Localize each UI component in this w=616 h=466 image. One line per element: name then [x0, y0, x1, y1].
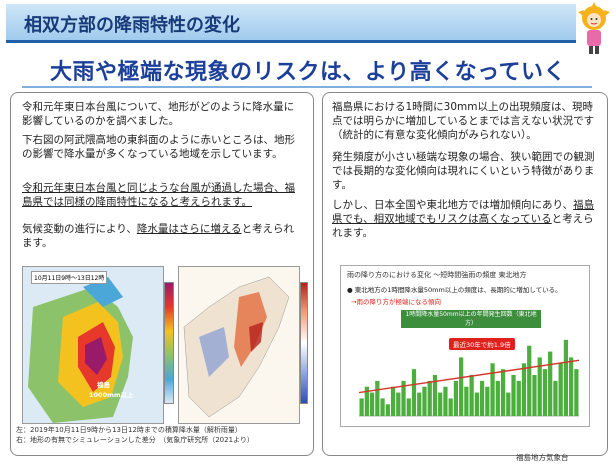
- left-paragraph-4c: と考えられます。: [22, 223, 295, 249]
- right-paragraph-3b: 福島県でも、相双地域でもリスクは高くなっている: [332, 199, 595, 225]
- chart-bar: [521, 363, 527, 416]
- chart-note: ● 東北地方の1時間降水量50mm以上の頻度は、長期的に増加している。: [347, 286, 562, 294]
- chart-bar: [542, 369, 548, 416]
- right-paragraph-1: 福島県における1時間に30mm以上の出現頻度は、現時点では明らかに増加していると…: [332, 101, 595, 141]
- chart-bar: [527, 345, 532, 416]
- footer-credit: 福島地方気象台: [516, 453, 569, 462]
- chart-bar: [479, 380, 485, 416]
- frequency-chart: 雨の降り方のにおける変化 ～短時間強雨の頻度 東北地方 ● 東北地方の1時間降水…: [340, 265, 590, 427]
- left-paragraph-4b: 降水量はさらに増える: [136, 223, 242, 235]
- rainfall-map-left-graphic: [28, 277, 133, 423]
- chart-bar: [443, 386, 448, 416]
- chart-bar: [506, 392, 511, 416]
- chart-bar: [375, 380, 380, 416]
- chart-bar: [532, 375, 537, 416]
- chart-bar: [569, 357, 574, 416]
- chart-bar: [438, 392, 443, 416]
- map-caption: 左：2019年10月11日9時から13日12時までの積算降水量（解析雨量） 右：…: [16, 425, 306, 445]
- right-paragraph-3c: と考えられます。: [332, 213, 594, 239]
- chart-bar: [464, 386, 469, 416]
- chart-bar: [459, 357, 464, 416]
- chart-bar: [453, 380, 459, 416]
- chart-svg: [358, 339, 580, 417]
- right-paragraph-3: しかし、日本全国や東北地方では増加傾向にあり、福島県でも、相双地域でもリスクは高…: [332, 198, 600, 240]
- chart-bar: [495, 380, 500, 416]
- chart-bar: [558, 363, 563, 416]
- headline-underline: [22, 86, 592, 88]
- map-caption-line-1: 左：2019年10月11日9時から13日12時までの積算降水量（解析雨量）: [16, 426, 242, 434]
- chart-bar: [511, 375, 516, 416]
- chart-bar: [553, 380, 558, 416]
- chart-inner-title: 1時間降水量50mm以上の年間発生回数（東北地方） （1979～2020年）: [401, 310, 541, 336]
- chart-inner-title-line-2: （1979～2020年）: [443, 329, 499, 336]
- right-paragraph-2: 発生頻度が小さい極端な現象の場合、狭い範囲での観測では長期的な変化傾向は現れにく…: [332, 151, 595, 191]
- chart-bar: [401, 380, 406, 416]
- chart-bar: [364, 386, 369, 416]
- right-paragraph-3a: しかし、日本全国や東北地方では増加傾向にあり、: [332, 199, 574, 211]
- chart-bar: [417, 392, 422, 416]
- mascot-icon: [578, 2, 610, 54]
- chart-bar: [469, 375, 474, 416]
- chart-inner-title-line-1: 1時間降水量50mm以上の年間発生回数（東北地方）: [405, 311, 537, 327]
- chart-bar: [563, 339, 569, 416]
- map-left-annotation-2: 1000mm以上: [89, 391, 134, 399]
- chart-bar: [448, 398, 453, 416]
- chart-bar: [516, 380, 521, 416]
- chart-bar: [380, 398, 385, 416]
- chart-bar: [500, 369, 506, 416]
- page-title: 相双方部の降雨特性の変化: [24, 15, 240, 36]
- map-left-annotation-1: 福島: [97, 381, 110, 389]
- rainfall-map-right-graphic: [183, 276, 290, 418]
- map-right-colorbar: [300, 282, 308, 404]
- chart-bar: [369, 392, 375, 416]
- map-caption-line-2: 右：地形の有無でシミュレーションした差分 （気象庁研究所（2021より）: [16, 436, 254, 444]
- chart-bar: [427, 380, 432, 416]
- chart-bar: [490, 363, 495, 416]
- chart-bar: [474, 392, 479, 416]
- chart-bar: [411, 369, 417, 416]
- map-left-colorbar: [164, 282, 174, 404]
- chart-note-2: →雨の降り方が極端になる傾向: [351, 298, 441, 306]
- left-paragraph-4a: 気候変動の進行により、: [22, 223, 137, 235]
- chart-bar: [574, 369, 579, 416]
- chart-trend-line: [358, 359, 580, 394]
- chart-bar: [537, 357, 542, 416]
- left-paragraph-1: 令和元年東日本台風について、地形がどのように降水量に影響しているのかを調べました…: [22, 101, 295, 127]
- chart-bar: [390, 386, 396, 416]
- chart-bar: [385, 404, 390, 416]
- chart-bar: [485, 386, 490, 416]
- chart-bar: [422, 386, 427, 416]
- chart-bar: [406, 398, 411, 416]
- headline: 大雨や極端な現象のリスクは、より高くなっていく: [50, 60, 566, 85]
- chart-callout: 最近30年で約1.9倍: [449, 338, 515, 350]
- chart-bar: [432, 375, 438, 416]
- left-paragraph-3: 令和元年東日本台風と同じような台風が通過した場合、福島県では同様の降雨特性になる…: [22, 182, 295, 208]
- map-left-time-label: 10月11日9時～13日12時: [31, 271, 108, 284]
- chart-bar: [396, 392, 401, 416]
- chart-bar: [359, 398, 364, 416]
- left-paragraph-4: 気候変動の進行により、降水量はさらに増えると考えられます。: [22, 222, 304, 250]
- left-paragraph-2: 下右図の阿武隈高地の東斜面のように赤いところは、地形の影響で降水量が多くなってい…: [22, 134, 295, 160]
- chart-title: 雨の降り方のにおける変化 ～短時間強雨の頻度 東北地方: [347, 271, 527, 279]
- chart-bar: [548, 351, 553, 416]
- rainfall-map-right: [178, 266, 300, 424]
- header-bar: 相双方部の降雨特性の変化: [6, 4, 576, 43]
- rainfall-map-left: 10月11日9時～13日12時 福島 1000mm以上: [22, 266, 164, 424]
